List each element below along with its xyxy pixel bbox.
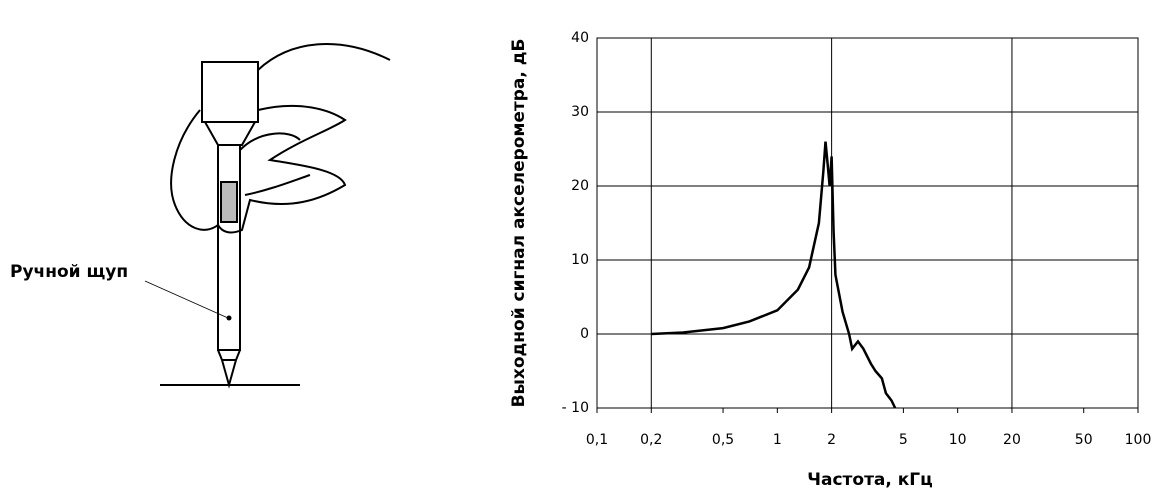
y-tick-label: 40	[571, 30, 589, 46]
x-tick-label: 20	[1003, 432, 1021, 448]
x-tick-label: 50	[1075, 432, 1093, 448]
x-axis-label: Частота, кГц	[807, 470, 933, 490]
x-tick-label: 0,5	[712, 432, 734, 448]
x-tick-label: 100	[1125, 432, 1152, 448]
probe-illustration	[160, 43, 391, 389]
plot-frame	[596, 37, 1139, 409]
y-tick-label: 0	[580, 326, 589, 342]
x-tick-label: 10	[949, 432, 967, 448]
y-tick-label: 10	[571, 252, 589, 268]
y-axis-label: Выходной сигнал акселерометра, дБ	[509, 39, 529, 408]
y-tick-label: - 10	[562, 400, 589, 416]
probe-label: Ручной щуп	[10, 262, 128, 282]
y-tick-label: 30	[571, 104, 589, 120]
x-tick-label: 2	[827, 432, 836, 448]
x-tick-label: 5	[899, 432, 908, 448]
data-line	[651, 141, 897, 409]
leader-line	[144, 280, 229, 319]
leader-dot	[226, 315, 232, 321]
x-tick-label: 0,1	[586, 432, 608, 448]
y-tick-label: 20	[571, 178, 589, 194]
x-tick-label: 1	[773, 432, 782, 448]
x-tick-label: 0,2	[640, 432, 662, 448]
